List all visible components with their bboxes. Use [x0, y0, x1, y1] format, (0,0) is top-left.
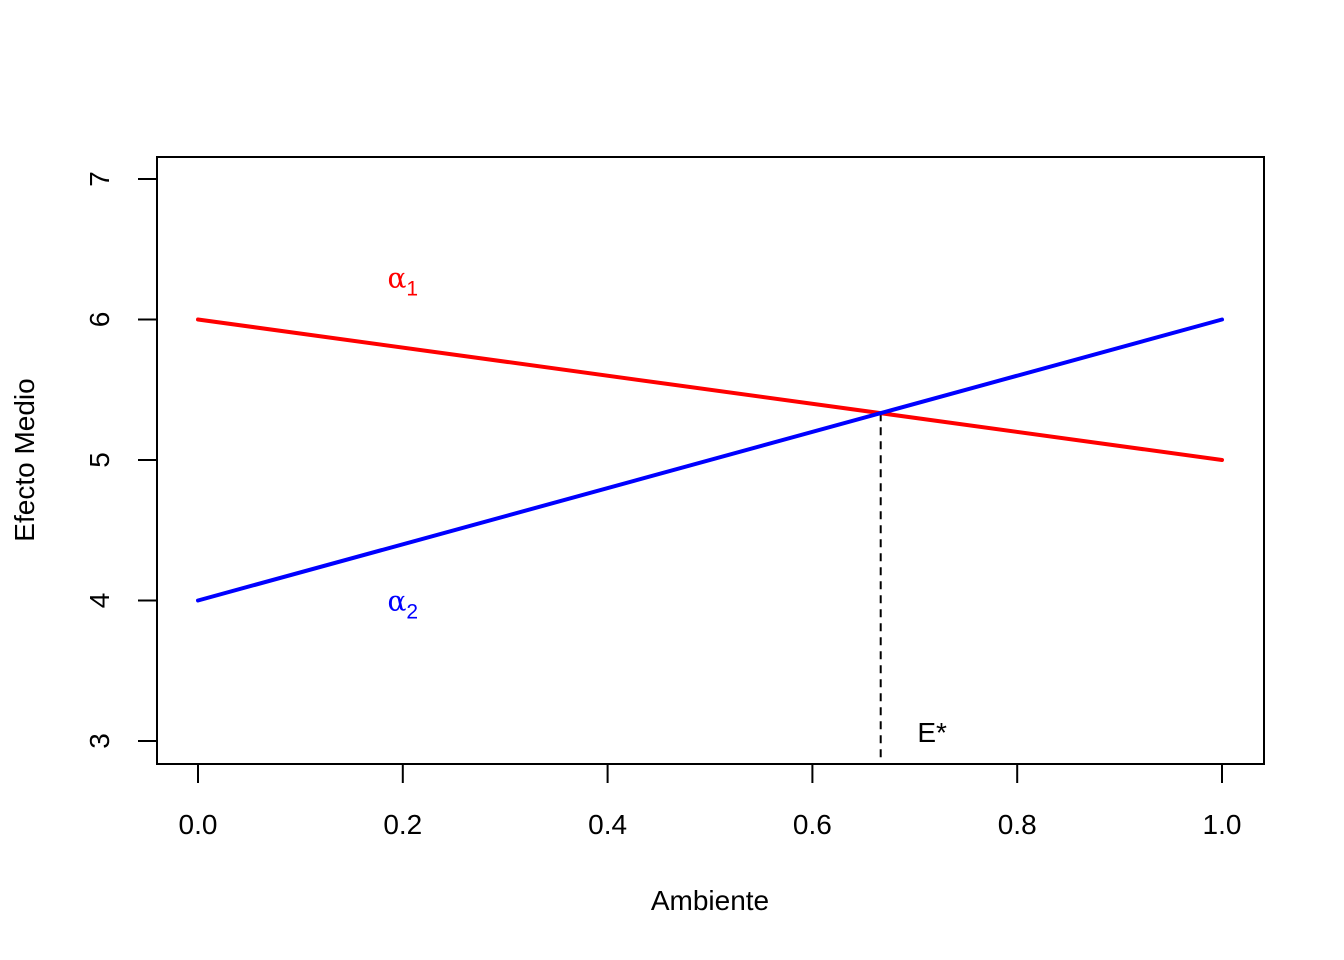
e-star-annotation: E* — [917, 717, 947, 748]
y-tick-label: 5 — [84, 452, 115, 468]
x-tick-label: 0.4 — [588, 809, 627, 840]
y-tick-label: 3 — [84, 733, 115, 749]
x-axis-title: Ambiente — [651, 885, 769, 916]
series-layer — [196, 317, 1224, 603]
x-tick-label: 0.0 — [179, 809, 218, 840]
x-axis: 0.0 0.2 0.4 0.6 0.8 1.0 — [179, 763, 1242, 840]
x-tick-label: 1.0 — [1203, 809, 1242, 840]
series-line-alpha-2 — [196, 317, 1224, 603]
y-axis-title: Efecto Medio — [9, 378, 40, 541]
series-label-alpha-2: α2 — [387, 585, 418, 624]
y-tick-label: 7 — [84, 171, 115, 187]
series-label-layer: α1 α2 — [387, 261, 418, 623]
y-axis: 3 4 5 6 7 — [84, 171, 158, 749]
x-tick-label: 0.8 — [998, 809, 1037, 840]
x-tick-label: 0.6 — [793, 809, 832, 840]
y-tick-label: 6 — [84, 312, 115, 328]
y-tick-label: 4 — [84, 593, 115, 609]
series-line-alpha-1 — [196, 317, 1224, 462]
series-label-alpha-1: α1 — [387, 261, 418, 300]
x-tick-label: 0.2 — [383, 809, 422, 840]
